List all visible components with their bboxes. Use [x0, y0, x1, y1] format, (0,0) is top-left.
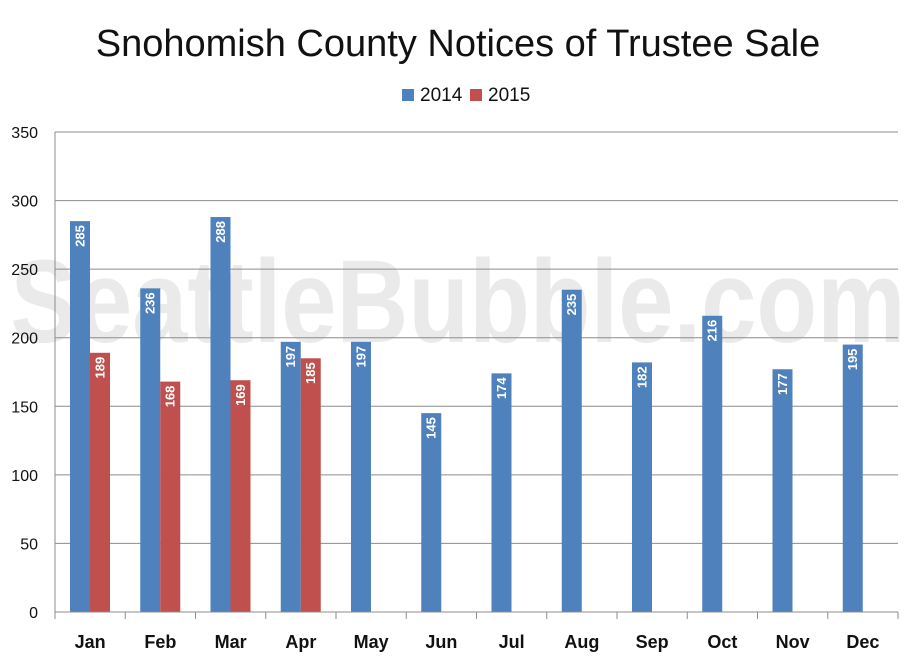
bar-2014-Aug	[561, 289, 582, 612]
bar-2014-Mar	[210, 217, 231, 612]
x-tick-label-Oct: Oct	[707, 632, 737, 652]
legend-swatch-2014	[402, 89, 414, 101]
x-tick-label-May: May	[354, 632, 389, 652]
bar-2014-Sep	[632, 362, 652, 612]
data-label-2014-Jun: 145	[424, 417, 439, 439]
data-label-2014-Oct: 216	[705, 320, 720, 342]
data-labels: 285 189 236 168 288 169 197 185 197 145 174 235 182 2…	[73, 221, 861, 439]
legend-label-2015: 2015	[488, 85, 530, 106]
bar-2014-Jun	[421, 413, 442, 612]
data-label-2014-Jul: 174	[494, 377, 509, 399]
y-tick-label: 200	[11, 331, 38, 348]
y-tick-label: 100	[11, 468, 38, 485]
data-label-2014-Feb: 236	[143, 292, 158, 314]
data-label-2014-May: 197	[354, 346, 369, 368]
bar-2014-May	[351, 341, 371, 612]
legend: 2014 2015	[402, 85, 530, 106]
data-label-2015-Apr: 185	[303, 362, 318, 384]
y-tick-label: 50	[20, 536, 38, 553]
data-label-2014-Aug: 235	[564, 294, 579, 316]
data-label-2014-Jan: 285	[73, 225, 88, 247]
bar-2014-Nov	[772, 369, 793, 612]
bar-2015-Mar	[230, 380, 251, 612]
bar-2014-Feb	[140, 288, 161, 612]
bars	[70, 217, 863, 612]
bar-2015-Apr	[300, 358, 321, 612]
x-tick-label-Nov: Nov	[776, 632, 810, 652]
x-tick-label-Jun: Jun	[425, 632, 457, 652]
bar-2015-Jan	[90, 352, 110, 612]
x-tick-label-Jan: Jan	[75, 632, 106, 652]
y-tick-label: 0	[29, 605, 38, 622]
data-label-2015-Feb: 168	[163, 386, 178, 408]
x-tick-label-Jul: Jul	[499, 632, 525, 652]
x-tick-label-Apr: Apr	[285, 632, 316, 652]
y-axis: 0 50 100 150 200 250 300 350	[11, 125, 56, 622]
x-tick-label-Dec: Dec	[846, 632, 879, 652]
bar-2014-Jan	[70, 221, 90, 612]
gridlines	[55, 131, 898, 544]
data-label-2015-Jan: 189	[93, 357, 108, 379]
y-tick-label: 250	[11, 262, 38, 279]
bar-2014-Dec	[842, 344, 863, 612]
bar-2015-Feb	[160, 381, 181, 612]
chart-title: Snohomish County Notices of Trustee Sale	[96, 23, 821, 65]
bar-2014-Oct	[702, 315, 723, 612]
data-label-2014-Apr: 197	[283, 346, 298, 368]
y-tick-label: 350	[11, 125, 38, 142]
x-tick-label-Sep: Sep	[636, 632, 669, 652]
data-label-2015-Mar: 169	[233, 384, 248, 406]
legend-swatch-2015	[470, 89, 482, 101]
data-label-2014-Dec: 195	[845, 349, 860, 371]
x-axis: Jan Feb Mar Apr May Jun Jul Aug Sep Oct Nov Dec	[54, 611, 899, 652]
data-label-2014-Sep: 182	[635, 366, 650, 388]
bar-2014-Jul	[491, 373, 512, 612]
y-tick-label: 150	[11, 399, 38, 416]
bar-2014-Apr	[280, 341, 301, 612]
legend-label-2014: 2014	[420, 85, 463, 106]
data-label-2014-Nov: 177	[775, 373, 790, 395]
data-label-2014-Mar: 288	[213, 221, 228, 243]
x-tick-label-Feb: Feb	[144, 632, 176, 652]
x-tick-label-Aug: Aug	[564, 632, 599, 652]
y-tick-label: 300	[11, 194, 38, 211]
x-tick-label-Mar: Mar	[215, 632, 247, 652]
